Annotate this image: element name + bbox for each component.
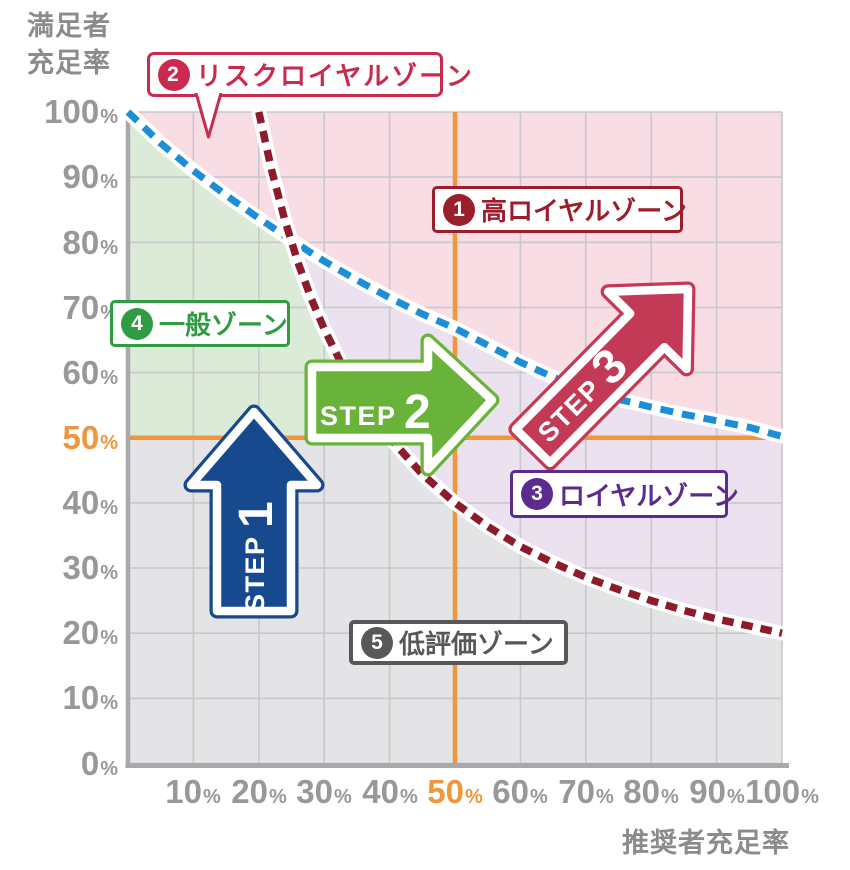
step3-arrow: STEP 3 xyxy=(508,281,696,471)
zone-badge-2: 2 xyxy=(158,58,190,91)
zone-label-low-rating: 5 低評価ゾーン xyxy=(349,620,568,665)
x-tick-60: 60% xyxy=(492,773,548,810)
zone-label-loyal: 3 ロイヤルゾーン xyxy=(510,470,739,518)
zone-label-general: 4 一般ゾーン xyxy=(110,300,290,347)
x-tick-40: 40% xyxy=(362,773,418,810)
x-tick-90: 90% xyxy=(689,773,745,810)
step3-arrow-body xyxy=(511,284,693,468)
y-axis-title: 満足者 充足率 xyxy=(27,8,111,82)
y-tick-10: 10% xyxy=(62,679,118,716)
y-tick-20: 20% xyxy=(62,614,118,651)
y-tick-100: 100% xyxy=(44,93,118,130)
curve-blue xyxy=(125,109,783,440)
step2-label-word: STEP xyxy=(320,401,397,431)
zone-badge-5: 5 xyxy=(361,626,393,659)
step1-arrow: STEP 1 xyxy=(183,404,325,619)
curve-red xyxy=(255,111,783,637)
zone-badge-3: 3 xyxy=(521,478,553,510)
x-tick-50-highlighted: 50% xyxy=(427,773,483,810)
step2-arrow: STEP 2 xyxy=(304,333,500,477)
step1-arrow-body xyxy=(186,407,322,616)
zone-badge-1: 1 xyxy=(443,193,475,226)
y-tick-30: 30% xyxy=(62,549,118,586)
zone-badge-4: 4 xyxy=(121,307,153,340)
zone-label-loyal-text: ロイヤルゾーン xyxy=(559,480,739,511)
step1-label-number: 1 xyxy=(230,500,283,528)
y-tick-70: 70% xyxy=(62,289,118,326)
x-tick-100: 100% xyxy=(745,773,819,810)
y-axis-title-line1: 満足者 xyxy=(27,11,111,41)
y-tick-0: 0% xyxy=(80,745,118,782)
x-tick-20: 20% xyxy=(231,773,287,810)
y-tick-50-highlighted: 50% xyxy=(62,419,118,456)
x-tick-10: 10% xyxy=(165,773,221,810)
step1-label-word: STEP xyxy=(240,535,270,612)
step2-label-number: 2 xyxy=(404,386,432,439)
y-tick-90: 90% xyxy=(62,158,118,195)
x-axis-title: 推奨者充足率 xyxy=(622,828,790,858)
x-tick-30: 30% xyxy=(296,773,352,810)
risk-label-pointer xyxy=(194,93,223,139)
zone-label-general-text: 一般ゾーン xyxy=(159,310,288,340)
zone-label-low-rating-text: 低評価ゾーン xyxy=(399,629,554,659)
zone-label-risk-loyal-text: リスクロイヤルゾーン xyxy=(196,61,474,91)
zone-label-risk-loyal: 2 リスクロイヤルゾーン xyxy=(147,52,472,97)
zone-label-high-loyal-text: 高ロイヤルゾーン xyxy=(481,196,687,226)
y-tick-60: 60% xyxy=(62,354,118,391)
x-tick-80: 80% xyxy=(623,773,679,810)
x-tick-70: 70% xyxy=(558,773,614,810)
risk-label-pointer-path xyxy=(194,93,223,139)
zone-label-high-loyal: 1 高ロイヤルゾーン xyxy=(432,186,687,233)
y-tick-80: 80% xyxy=(62,224,118,261)
step2-arrow-body xyxy=(307,336,497,474)
y-tick-40: 40% xyxy=(62,484,118,521)
y-axis-title-line2: 充足率 xyxy=(27,48,111,78)
